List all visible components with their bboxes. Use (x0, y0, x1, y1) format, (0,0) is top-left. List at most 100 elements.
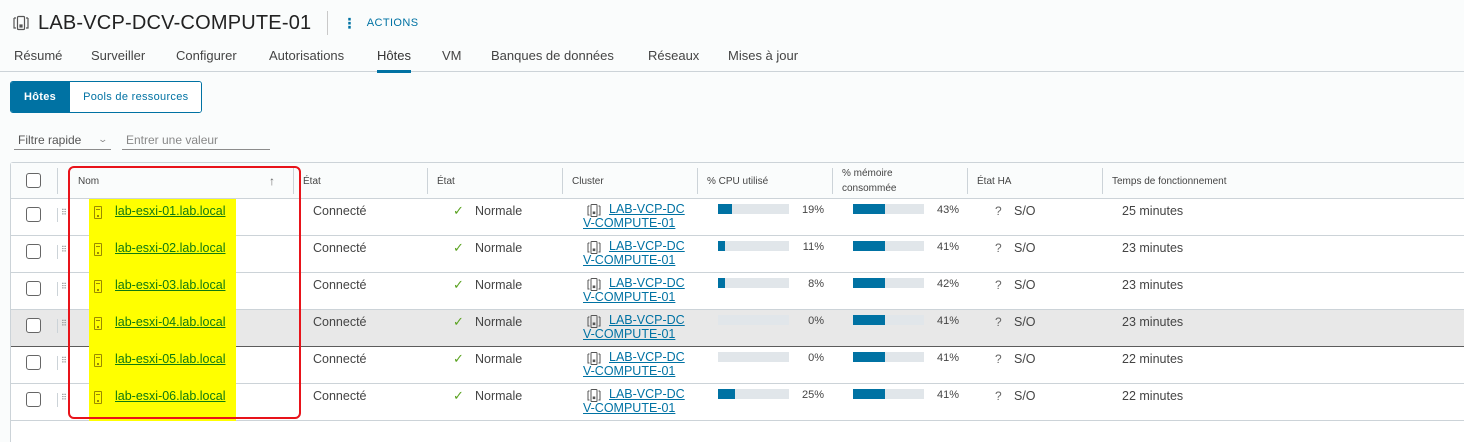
tab-vm[interactable]: VM (442, 48, 462, 63)
filter-value-input[interactable] (122, 130, 270, 150)
column-header-2[interactable]: État (303, 163, 321, 199)
cpu-usage-bar (718, 352, 789, 362)
tab-resume[interactable]: Résumé (14, 48, 63, 63)
table-row[interactable]: ⠿ lab-esxi-02.lab.local Connecté ✓ Normale LA… (11, 236, 1464, 273)
memory-usage-value: 41% (936, 352, 959, 364)
tab-reseaux[interactable]: Réseaux (648, 48, 700, 63)
check-icon: ✓ (453, 203, 464, 218)
column-divider[interactable] (832, 168, 833, 194)
column-header-label: État HA (977, 175, 1012, 187)
drag-handle-icon[interactable]: ⠿ (61, 393, 67, 402)
host-icon (94, 317, 102, 330)
column-header-7[interactable]: État HA (977, 163, 1011, 199)
column-header-label: Nom (78, 175, 100, 187)
cluster-link-line2: V-COMPUTE-01 (583, 252, 676, 267)
cpu-usage-bar (718, 315, 789, 325)
column-header-1[interactable]: Nom (78, 163, 99, 199)
column-header-label: État (303, 175, 321, 187)
column-header-6[interactable]: % mémoire consommée (842, 163, 896, 199)
row-checkbox[interactable] (26, 207, 41, 222)
tab-surveiller[interactable]: Surveiller (91, 48, 146, 63)
cluster-icon (587, 389, 601, 402)
column-divider (57, 393, 58, 407)
memory-usage-value: 43% (936, 204, 959, 216)
tab-autorisations[interactable]: Autorisations (269, 48, 345, 63)
column-header-label: Temps de fonctionnement (1112, 175, 1227, 187)
table-row[interactable]: ⠿ lab-esxi-04.lab.local Connecté ✓ Normale LA… (11, 310, 1464, 347)
question-icon: ? (995, 389, 1002, 403)
row-checkbox[interactable] (26, 392, 41, 407)
column-divider[interactable] (562, 168, 563, 194)
column-header-5[interactable]: % CPU utilisé (707, 163, 768, 199)
column-header-label: Cluster (572, 175, 604, 187)
host-link[interactable]: lab-esxi-01.lab.local (115, 204, 226, 218)
cluster-icon (12, 14, 30, 32)
page-title: LAB-VCP-DCV-COMPUTE-01 (38, 11, 312, 34)
column-header-4[interactable]: Cluster (572, 163, 604, 199)
drag-handle-icon[interactable]: ⠿ (61, 208, 67, 217)
view-toggle: Hôtes Pools de ressources (10, 81, 203, 113)
tab-mises-a-jour[interactable]: Mises à jour (728, 48, 799, 63)
column-divider[interactable] (1102, 168, 1103, 194)
column-header-label: % mémoire (842, 168, 893, 179)
table-row[interactable]: ⠿ lab-esxi-01.lab.local Connecté ✓ Normale LA… (11, 199, 1464, 236)
cluster-link[interactable]: LAB-VCP-DC V-COMPUTE-01 (583, 350, 685, 378)
host-link[interactable]: lab-esxi-06.lab.local (115, 389, 226, 403)
tab-banques-de-donnees[interactable]: Banques de données (491, 48, 614, 63)
row-checkbox[interactable] (26, 244, 41, 259)
host-link[interactable]: lab-esxi-04.lab.local (115, 315, 226, 329)
status-text: Normale (475, 278, 523, 292)
resource-pools-view-button[interactable]: Pools de ressources (69, 82, 202, 112)
column-header-3[interactable]: État (437, 163, 455, 199)
table-row[interactable]: ⠿ lab-esxi-05.lab.local Connecté ✓ Normale LA… (11, 347, 1464, 384)
tab-hotes[interactable]: Hôtes (377, 48, 411, 73)
highlight-marker (89, 347, 236, 384)
cluster-link-line1: LAB-VCP-DC (609, 387, 685, 401)
column-divider (57, 208, 58, 222)
select-all-checkbox[interactable] (26, 173, 41, 188)
connection-state: Connecté (313, 204, 367, 218)
cpu-usage-value: 25% (801, 389, 824, 401)
hosts-datagrid: Nom ↑ État État Cluster % CPU utilisé % mémoir… (10, 162, 1464, 442)
cluster-link-line2: V-COMPUTE-01 (583, 289, 676, 304)
host-icon (94, 280, 102, 293)
cpu-usage-value: 0% (808, 352, 824, 364)
uptime: 23 minutes (1122, 241, 1184, 255)
host-link[interactable]: lab-esxi-03.lab.local (115, 278, 226, 292)
table-row[interactable]: ⠿ lab-esxi-03.lab.local Connecté ✓ Normale LA… (11, 273, 1464, 310)
cluster-link[interactable]: LAB-VCP-DC V-COMPUTE-01 (583, 387, 685, 415)
tab-configurer[interactable]: Configurer (176, 48, 237, 63)
cluster-link[interactable]: LAB-VCP-DC V-COMPUTE-01 (583, 313, 685, 341)
row-checkbox[interactable] (26, 318, 41, 333)
column-divider[interactable] (697, 168, 698, 194)
row-checkbox[interactable] (26, 281, 41, 296)
drag-handle-icon[interactable]: ⠿ (61, 356, 67, 365)
drag-handle-icon[interactable]: ⠿ (61, 245, 67, 254)
cluster-link[interactable]: LAB-VCP-DC V-COMPUTE-01 (583, 239, 685, 267)
column-header-8[interactable]: Temps de fonctionnement (1112, 163, 1227, 199)
actions-button[interactable]: ⋮ ACTIONS (342, 16, 418, 30)
sort-ascending-icon[interactable]: ↑ (269, 174, 275, 188)
host-icon (94, 354, 102, 367)
memory-usage-value: 41% (936, 389, 959, 401)
drag-handle-icon[interactable]: ⠿ (61, 282, 67, 291)
host-link[interactable]: lab-esxi-02.lab.local (115, 241, 226, 255)
table-row[interactable]: ⠿ lab-esxi-06.lab.local Connecté ✓ Normale LA… (11, 384, 1464, 421)
row-checkbox[interactable] (26, 355, 41, 370)
cluster-link[interactable]: LAB-VCP-DC V-COMPUTE-01 (583, 276, 685, 304)
quick-filter-dropdown[interactable]: Filtre rapide ⌄ (14, 130, 111, 150)
status-text: Normale (475, 241, 523, 255)
highlight-marker (89, 273, 236, 310)
cluster-icon (587, 352, 601, 365)
column-divider[interactable] (967, 168, 968, 194)
host-link[interactable]: lab-esxi-05.lab.local (115, 352, 226, 366)
memory-usage-bar (853, 204, 924, 214)
connection-state: Connecté (313, 278, 367, 292)
column-divider[interactable] (293, 168, 294, 194)
drag-handle-icon[interactable]: ⠿ (61, 319, 67, 328)
hosts-view-button[interactable]: Hôtes (11, 82, 70, 112)
status-text: Normale (475, 315, 523, 329)
cluster-link[interactable]: LAB-VCP-DC V-COMPUTE-01 (583, 202, 685, 230)
column-divider[interactable] (427, 168, 428, 194)
column-divider (57, 282, 58, 296)
